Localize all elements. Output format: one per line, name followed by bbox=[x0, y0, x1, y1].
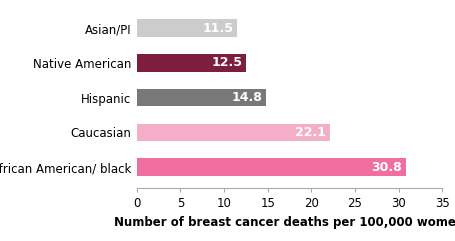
Text: 22.1: 22.1 bbox=[294, 126, 325, 139]
X-axis label: Number of breast cancer deaths per 100,000 women: Number of breast cancer deaths per 100,0… bbox=[114, 215, 455, 228]
Bar bbox=[136, 19, 237, 37]
Bar bbox=[136, 89, 265, 106]
Bar bbox=[136, 158, 405, 176]
Text: 30.8: 30.8 bbox=[371, 161, 401, 174]
Text: 14.8: 14.8 bbox=[231, 91, 262, 104]
Text: 11.5: 11.5 bbox=[202, 22, 233, 35]
Bar bbox=[136, 54, 245, 72]
Text: 12.5: 12.5 bbox=[211, 56, 242, 69]
Bar bbox=[136, 124, 329, 141]
